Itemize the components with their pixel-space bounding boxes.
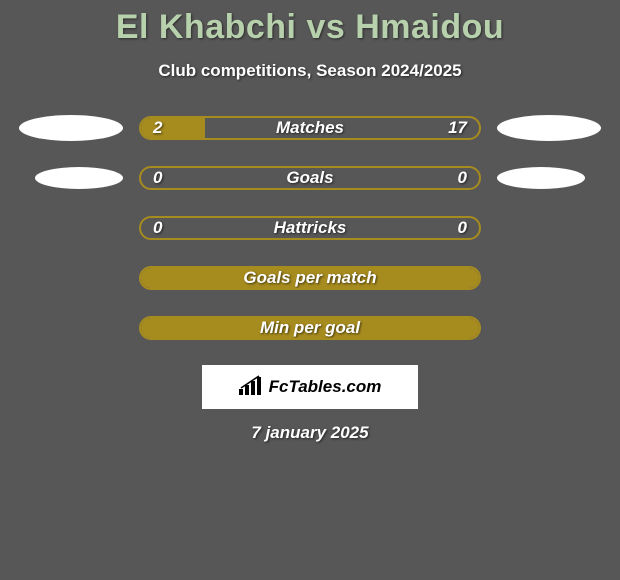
stat-rows: 2Matches170Goals00Hattricks0Goals per ma… xyxy=(0,115,620,341)
bar-fill xyxy=(141,268,479,288)
watermark-text: FcTables.com xyxy=(269,377,382,397)
stat-bar: 2Matches17 xyxy=(139,116,481,140)
stat-row: 0Hattricks0 xyxy=(0,215,620,241)
stat-value-left: 0 xyxy=(153,168,162,188)
player-right-marker xyxy=(497,167,585,189)
stat-value-right: 0 xyxy=(458,218,467,238)
stat-bar: Min per goal xyxy=(139,316,481,340)
watermark: FcTables.com xyxy=(0,365,620,409)
watermark-box[interactable]: FcTables.com xyxy=(202,365,418,409)
bar-fill-left xyxy=(141,118,205,138)
stat-bar: 0Hattricks0 xyxy=(139,216,481,240)
stat-label: Hattricks xyxy=(141,218,479,238)
page-subtitle: Club competitions, Season 2024/2025 xyxy=(0,61,620,81)
date-label: 7 january 2025 xyxy=(0,423,620,443)
page-title: El Khabchi vs Hmaidou xyxy=(0,8,620,47)
stat-row: 2Matches17 xyxy=(0,115,620,141)
stat-value-right: 0 xyxy=(458,168,467,188)
stat-value-left: 2 xyxy=(153,118,162,138)
stat-bar: Goals per match xyxy=(139,266,481,290)
bar-fill xyxy=(141,318,479,338)
player-left-marker xyxy=(19,115,123,141)
stat-value-right: 17 xyxy=(448,118,467,138)
stat-label: Goals xyxy=(141,168,479,188)
player-right-marker xyxy=(497,115,601,141)
stat-bar: 0Goals0 xyxy=(139,166,481,190)
stat-value-left: 0 xyxy=(153,218,162,238)
stats-card: El Khabchi vs Hmaidou Club competitions,… xyxy=(0,0,620,443)
stat-row: Min per goal xyxy=(0,315,620,341)
player-left-marker xyxy=(35,167,123,189)
stat-row: 0Goals0 xyxy=(0,165,620,191)
stat-row: Goals per match xyxy=(0,265,620,291)
bars-icon xyxy=(239,375,265,400)
